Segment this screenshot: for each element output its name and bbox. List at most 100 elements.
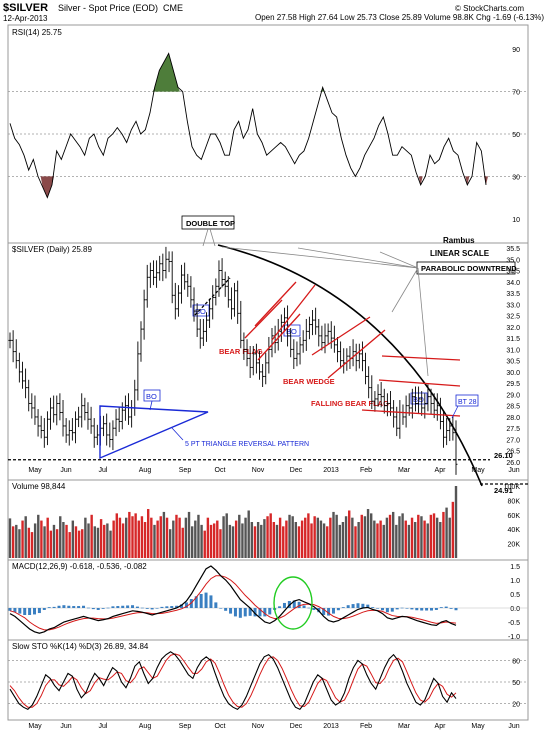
macd-histogram-bar: [77, 606, 81, 608]
macd-histogram-bar: [175, 605, 179, 608]
sto-panel: [7, 639, 529, 721]
volume-bar: [354, 526, 357, 558]
volume-bar: [103, 524, 106, 558]
macd-histogram-bar: [385, 608, 389, 613]
macd-histogram-bar: [72, 606, 76, 608]
rsi-tick-label: 10: [512, 217, 520, 224]
double-top-pointer-1: [202, 228, 209, 247]
price-tick-label: 35.5: [506, 246, 520, 253]
bo-box-3: [283, 324, 301, 337]
volume-bar: [159, 516, 162, 558]
macd-histogram-bar: [121, 605, 125, 608]
volume-bar: [178, 517, 181, 558]
volume-bar: [27, 527, 31, 558]
price-tick-label: 32.0: [506, 325, 520, 332]
macd-histogram-bar: [395, 608, 399, 610]
macd-tick-label: 0.5: [510, 592, 520, 599]
volume-bar: [24, 516, 27, 558]
volume-label: Volume 98,844: [12, 482, 66, 491]
macd-histogram-bar: [180, 604, 184, 608]
volume-bar: [143, 522, 147, 558]
volume-bar: [225, 513, 228, 558]
macd-histogram-bar: [91, 608, 95, 610]
parabolic-arc: [217, 244, 483, 487]
volume-bar: [426, 523, 429, 558]
macd-histogram-bar: [214, 602, 218, 608]
volume-bar: [385, 517, 389, 558]
month-label: Sep: [179, 467, 192, 474]
volume-bar: [33, 523, 37, 558]
volume-bar: [216, 520, 219, 558]
price-tick-label: 28.5: [506, 404, 520, 411]
volume-bar: [335, 514, 338, 558]
volume-bar: [212, 523, 216, 558]
macd-histogram-bar: [184, 602, 188, 608]
macd-histogram-bar: [351, 604, 355, 608]
header-quote: Open 27.58 High 27.64 Low 25.73 Close 25…: [255, 13, 544, 22]
volume-bar: [360, 514, 363, 558]
month-label: Aug: [139, 723, 152, 730]
month-label: May: [28, 723, 42, 730]
volume-bar: [310, 523, 313, 558]
volume-bar: [115, 513, 118, 558]
volume-bar: [407, 524, 411, 558]
sto-k-line: [9, 651, 457, 711]
bear-wedge-upper: [311, 316, 371, 356]
bear-wedge-lower: [327, 329, 386, 379]
volume-bar: [357, 522, 360, 558]
volume-bar: [413, 522, 417, 558]
macd-histogram-bar: [170, 606, 174, 608]
volume-bar: [8, 518, 12, 558]
rsi-oversold-fill: [418, 176, 423, 185]
sto-tick-label: 50: [512, 680, 520, 687]
volume-bar: [272, 522, 276, 558]
macd-histogram-bar: [131, 605, 135, 608]
volume-bar: [363, 516, 367, 558]
price-tick-label: 29.0: [506, 392, 520, 399]
volume-bar: [388, 514, 392, 558]
volume-bar: [238, 514, 241, 558]
volume-bar: [231, 526, 235, 558]
volume-bar: [338, 524, 341, 558]
volume-bar: [379, 520, 382, 558]
price-panel: [7, 242, 529, 481]
macd-histogram-bar: [415, 608, 419, 611]
volume-bar: [395, 524, 398, 558]
volume-tick-label: 20K: [508, 542, 521, 549]
volume-bar: [351, 517, 354, 558]
macd-histogram-bar: [57, 605, 61, 608]
volume-bar: [146, 509, 150, 558]
bear-flag-2-upper: [271, 284, 316, 341]
macd-panel: [7, 559, 529, 641]
price-tick-label: 32.5: [506, 314, 520, 321]
volume-bar: [175, 514, 178, 558]
volume-bar: [432, 513, 436, 558]
bt-label: BT 28: [458, 399, 477, 406]
rsi-overbought-fill: [152, 53, 180, 92]
macd-histogram-bar: [37, 608, 41, 614]
volume-bar: [391, 511, 395, 558]
volume-bar: [307, 513, 310, 558]
bo-label-2: BO: [195, 307, 206, 316]
volume-bar: [448, 517, 451, 558]
sto-label: Slow STO %K(14) %D(3) 26.89, 34.84: [12, 642, 149, 651]
volume-bar: [404, 520, 407, 558]
volume-bar: [197, 514, 200, 558]
month-label: Jun: [508, 723, 519, 730]
volume-bar: [269, 513, 272, 558]
header-symbol: $SILVER: [3, 2, 48, 14]
month-label: May: [28, 467, 42, 474]
volume-bar: [131, 516, 134, 558]
macd-histogram-bar: [33, 608, 37, 615]
macd-histogram-bar: [116, 606, 120, 608]
macd-histogram-bar: [135, 606, 139, 608]
macd-histogram-bar: [106, 607, 110, 609]
volume-bar: [278, 517, 282, 558]
macd-histogram-bar: [194, 596, 198, 608]
bo-label-1: BO: [146, 392, 157, 401]
price-label: $SILVER (Daily) 25.89: [12, 245, 92, 254]
rsi-oversold-fill: [40, 176, 54, 198]
parabolic-pointer: [379, 251, 419, 269]
volume-bar: [228, 524, 232, 558]
volume-bar: [445, 507, 448, 558]
